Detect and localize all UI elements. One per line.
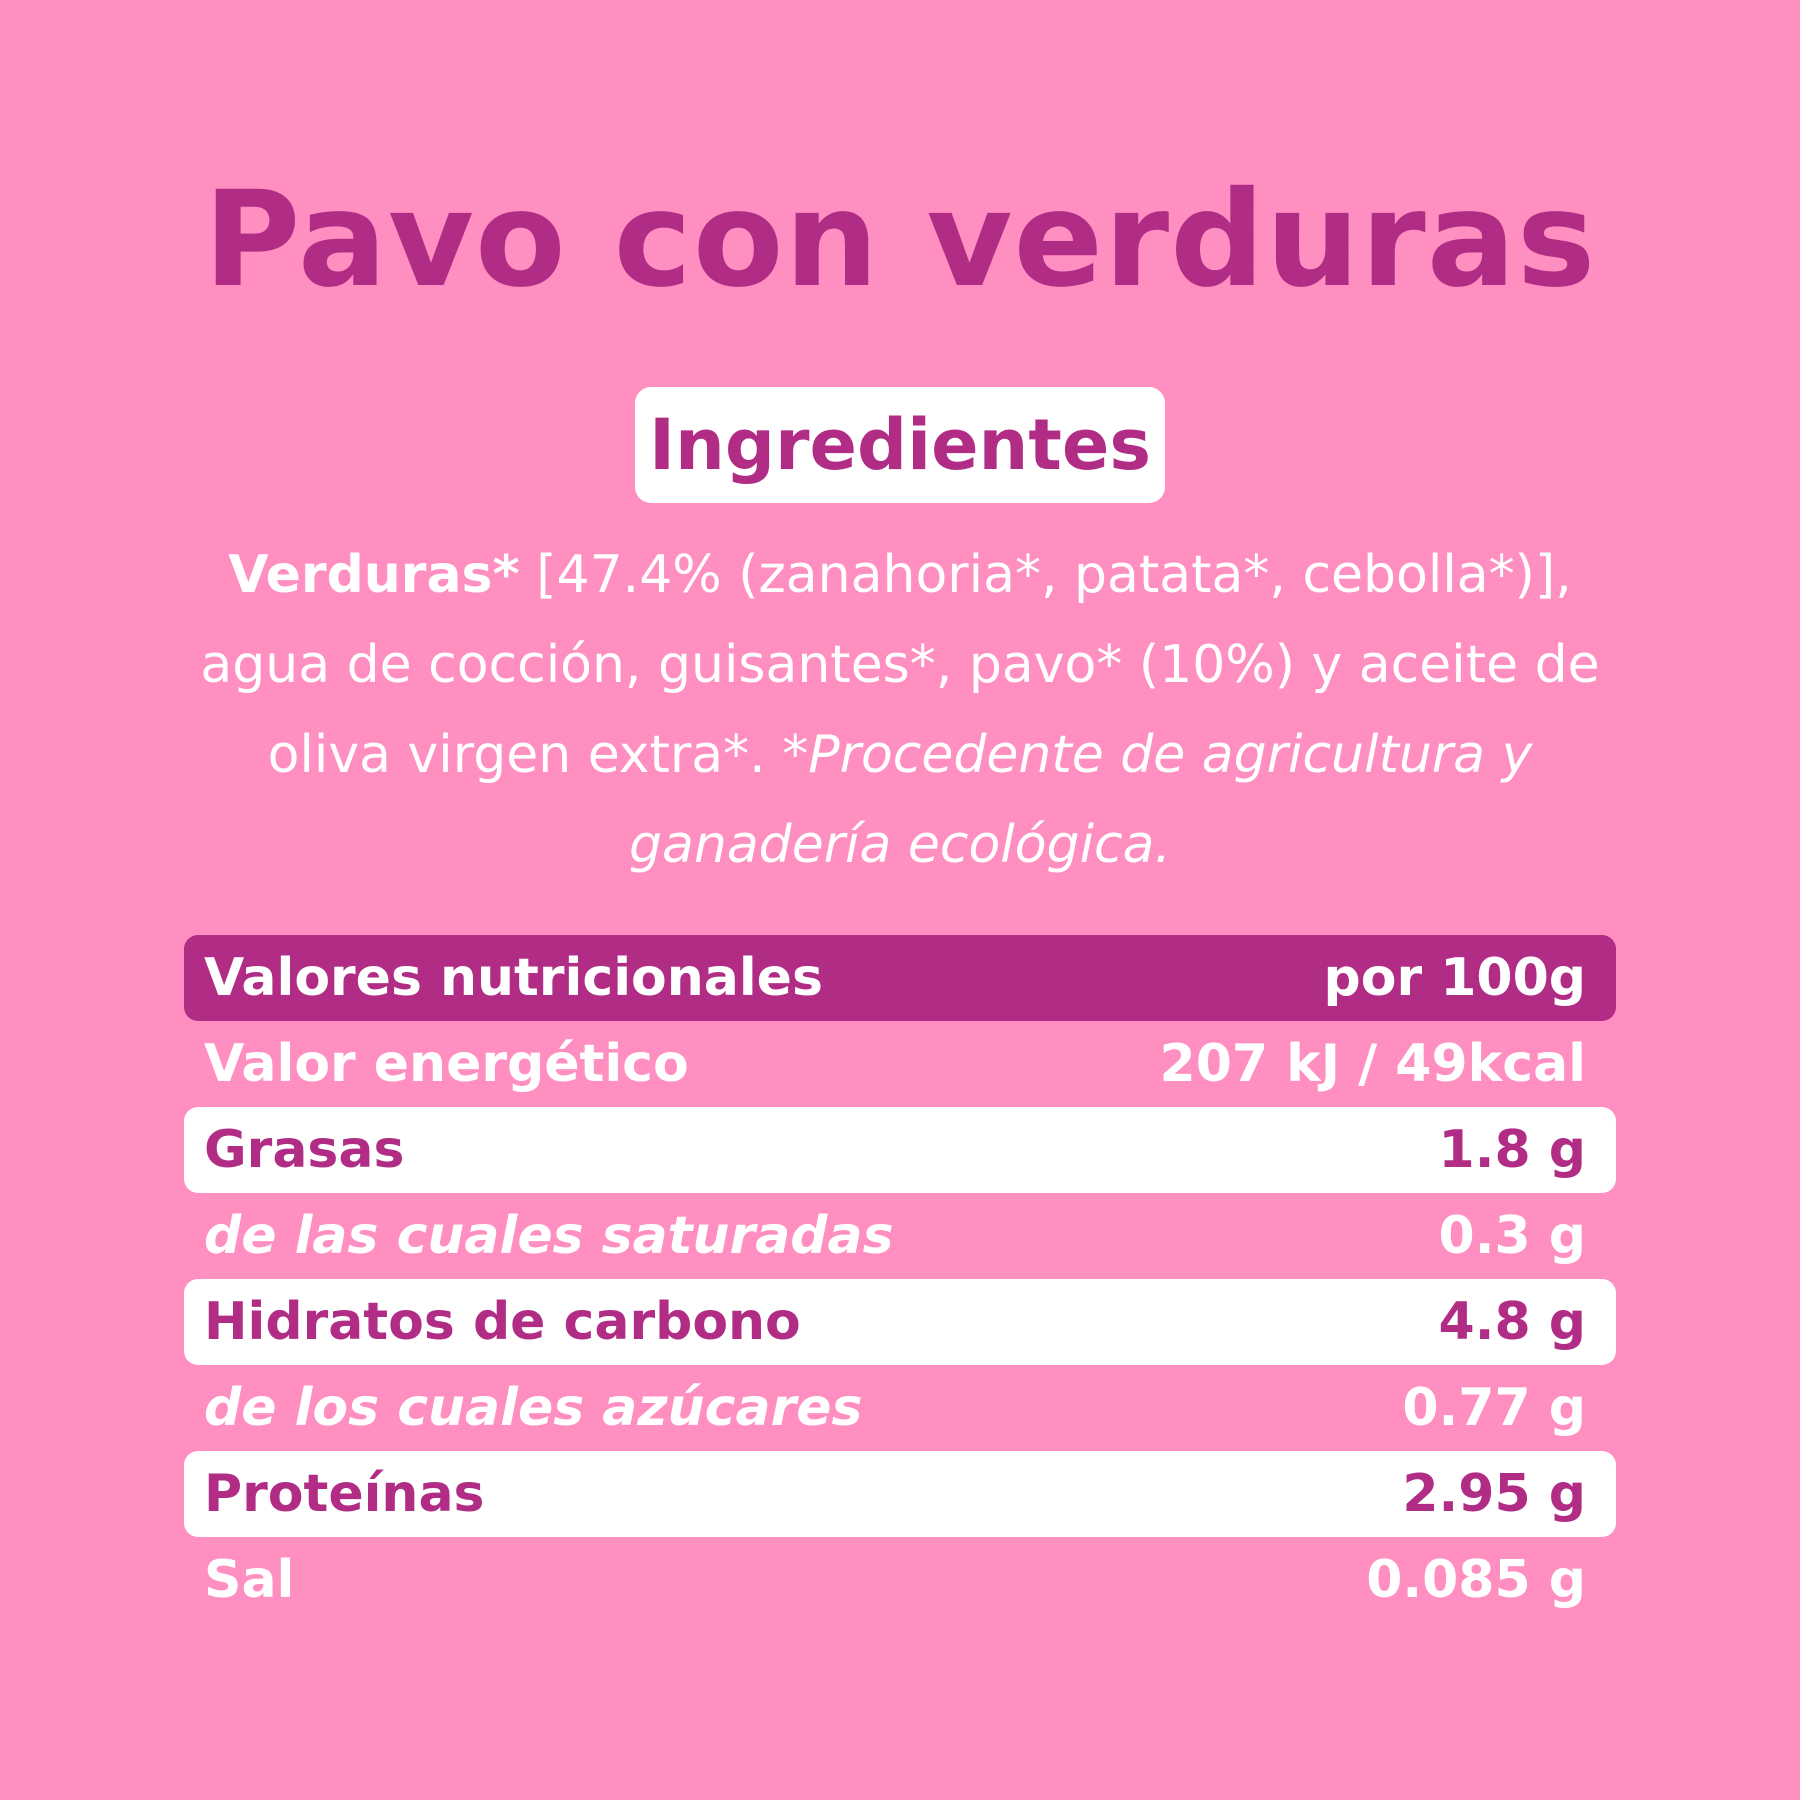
nutrition-label: Grasas	[204, 1120, 405, 1180]
nutrition-label: Sal	[204, 1550, 295, 1610]
nutrition-table: Valores nutricionales por 100g Valor ene…	[184, 935, 1616, 1623]
nutrition-value: 0.3 g	[1438, 1206, 1586, 1266]
nutrition-row-saturated: de las cuales saturadas 0.3 g	[184, 1193, 1616, 1279]
nutrition-value: 0.085 g	[1366, 1550, 1586, 1610]
ingredients-badge-wrap: Ingredientes	[0, 387, 1800, 503]
nutrition-row-energy: Valor energético 207 kJ / 49kcal	[184, 1021, 1616, 1107]
nutrition-value: 2.95 g	[1402, 1464, 1586, 1524]
nutrition-label: Valor energético	[204, 1034, 689, 1094]
nutrition-header-row: Valores nutricionales por 100g	[184, 935, 1616, 1021]
nutrition-row-sugars: de los cuales azúcares 0.77 g	[184, 1365, 1616, 1451]
nutrition-header-label: Valores nutricionales	[204, 948, 823, 1008]
nutrition-row-carbs: Hidratos de carbono 4.8 g	[184, 1279, 1616, 1365]
nutrition-label: Hidratos de carbono	[204, 1292, 801, 1352]
nutrition-label: de los cuales azúcares	[204, 1378, 863, 1438]
nutrition-value: 4.8 g	[1438, 1292, 1586, 1352]
nutrition-row-salt: Sal 0.085 g	[184, 1537, 1616, 1623]
ingredients-note: *Procedente de agricultura y ganadería e…	[628, 725, 1533, 875]
nutrition-label: de las cuales saturadas	[204, 1206, 894, 1266]
ingredients-lead: Verduras*	[228, 545, 520, 605]
nutrition-value: 0.77 g	[1402, 1378, 1586, 1438]
product-title: Pavo con verduras	[203, 163, 1597, 317]
nutrition-row-protein: Proteínas 2.95 g	[184, 1451, 1616, 1537]
ingredients-heading: Ingredientes	[635, 387, 1165, 503]
nutrition-label: Proteínas	[204, 1464, 485, 1524]
nutrition-value: 1.8 g	[1438, 1120, 1586, 1180]
ingredients-body: [47.4% (zanahoria*, patata*, cebolla*)],…	[200, 545, 1600, 785]
nutrition-header-value: por 100g	[1323, 948, 1586, 1008]
ingredients-text: Verduras* [47.4% (zanahoria*, patata*, c…	[160, 530, 1640, 890]
nutrition-value: 207 kJ / 49kcal	[1159, 1034, 1586, 1094]
nutrition-row-fat: Grasas 1.8 g	[184, 1107, 1616, 1193]
